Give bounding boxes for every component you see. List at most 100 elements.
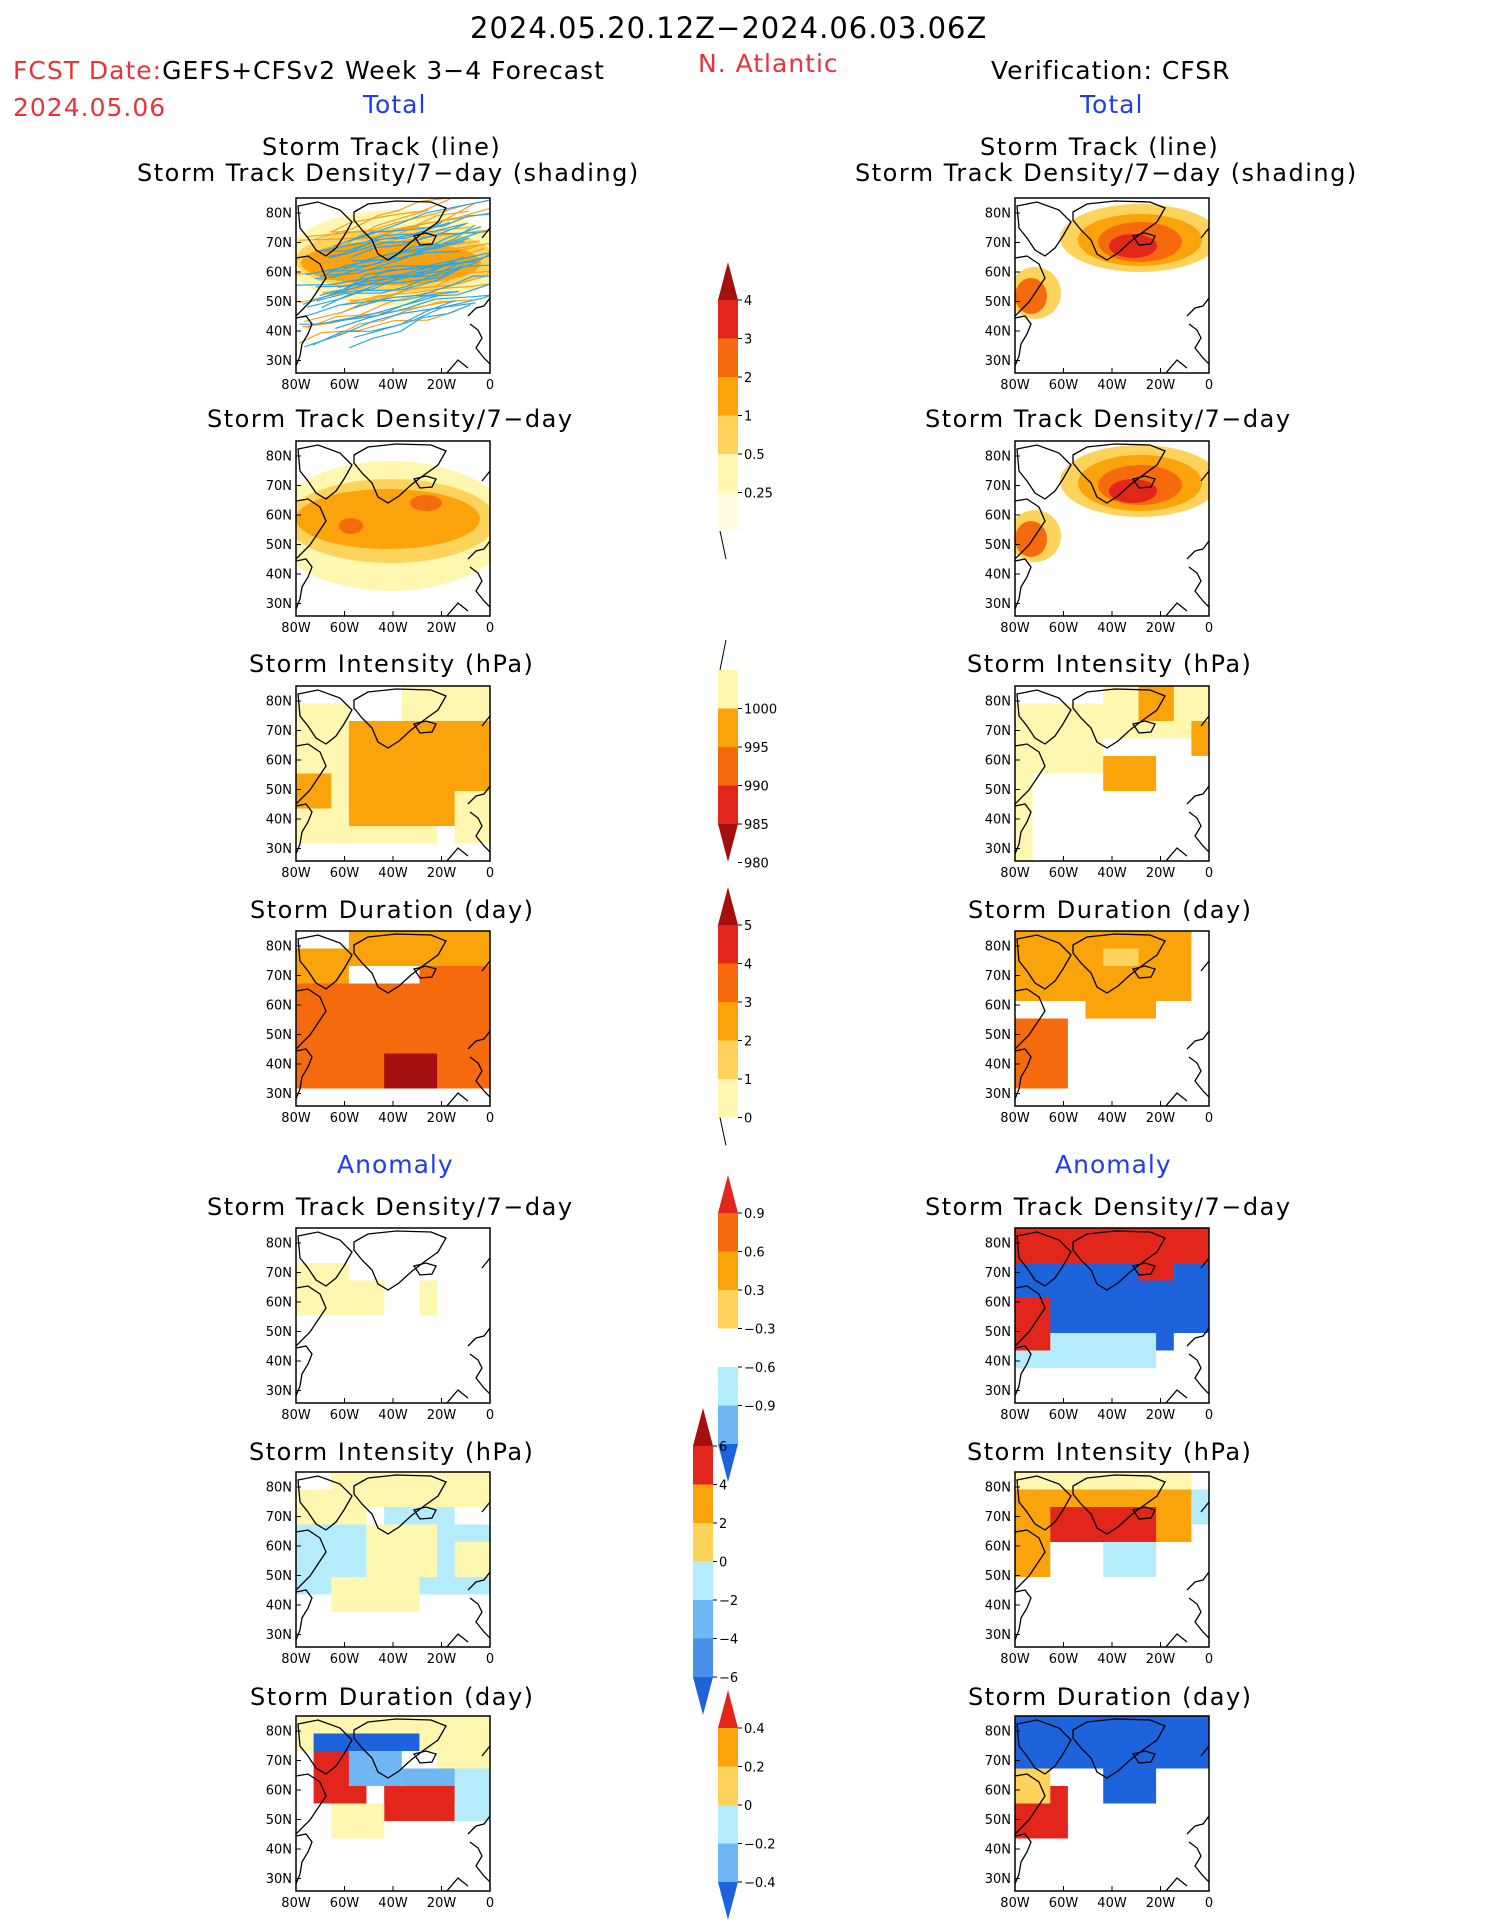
map-content xyxy=(1015,931,1209,1106)
coastline xyxy=(481,1501,490,1513)
lon-tick-label: 80W xyxy=(281,1111,311,1126)
lon-tick-label: 20W xyxy=(1146,1111,1176,1126)
lon-tick-label: 20W xyxy=(427,1408,457,1423)
colorbar-top-triangle xyxy=(693,1408,713,1446)
lat-tick-label: 80N xyxy=(985,695,1011,710)
colorbar-segment xyxy=(718,1728,738,1767)
shade-blob xyxy=(339,518,363,534)
colorbar-svg: 6 4 2 0 −2 −4 −6 xyxy=(693,1408,738,1715)
storm-track-line xyxy=(314,250,461,280)
lon-tick-label: 40W xyxy=(1097,621,1127,636)
coastline xyxy=(1016,444,1072,500)
colorbar-label: −2 xyxy=(719,1594,738,1609)
lat-tick-label: 70N xyxy=(985,724,1011,739)
storm-track-line xyxy=(318,221,451,253)
lon-tick-label: 20W xyxy=(427,1896,457,1911)
lat-tick-label: 50N xyxy=(985,1325,1011,1340)
coastline xyxy=(412,965,437,979)
coastline xyxy=(481,1745,490,1757)
lat-tick-label: 80N xyxy=(985,1725,1011,1740)
coastline xyxy=(353,933,447,994)
storm-track-line xyxy=(353,221,490,257)
map-svg: 80N 70N 60N 50N 40N 30N 80W 60W 40W 20W 0 xyxy=(985,1471,1213,1667)
coastline xyxy=(1016,1475,1072,1531)
colorbar-segment xyxy=(718,1040,738,1079)
colorbar-label: 0 xyxy=(744,1799,752,1814)
lat-tick-label: 40N xyxy=(266,325,292,340)
coastline xyxy=(469,1841,490,1883)
coastline xyxy=(296,743,327,805)
shade-cell xyxy=(1015,1298,1051,1351)
coastline xyxy=(446,602,469,616)
lon-tick-label: 0 xyxy=(486,1111,494,1126)
shade-cell xyxy=(419,966,490,984)
lon-tick-label: 80W xyxy=(1000,378,1030,393)
coastline xyxy=(467,1030,490,1050)
coastline xyxy=(1188,566,1209,608)
map-left-duration: 80N 70N 60N 50N 40N 30N 80W 60W 40W 20W 0 xyxy=(266,930,494,1126)
coastline xyxy=(1072,443,1166,504)
lon-tick-label: 60W xyxy=(330,1408,360,1423)
colorbar-label: 1 xyxy=(744,1073,752,1088)
map-svg: 80N 70N 60N 50N 40N 30N 80W 60W 40W 20W 0 xyxy=(266,930,494,1126)
lon-tick-label: 20W xyxy=(427,1111,457,1126)
lon-tick-label: 80W xyxy=(281,1652,311,1667)
coastline xyxy=(1188,323,1209,365)
map-svg: 80N 70N 60N 50N 40N 30N 80W 60W 40W 20W 0 xyxy=(266,1471,494,1667)
lat-tick-label: 60N xyxy=(985,1540,1011,1555)
lon-tick-label: 40W xyxy=(1097,378,1127,393)
colorbar-top-triangle xyxy=(718,262,738,300)
coastline xyxy=(297,934,353,990)
lon-tick-label: 0 xyxy=(486,1408,494,1423)
colorbar-label: 0 xyxy=(744,1112,752,1127)
coastline xyxy=(353,688,447,749)
coastline xyxy=(1072,1718,1166,1779)
coastline xyxy=(1165,847,1188,861)
coastline xyxy=(1072,933,1166,994)
lon-tick-label: 80W xyxy=(1000,866,1030,881)
lat-tick-label: 60N xyxy=(266,1296,292,1311)
storm-track-line xyxy=(341,207,490,253)
map-left-duration-anom: 80N 70N 60N 50N 40N 30N 80W 60W 40W 20W 0 xyxy=(266,1715,494,1911)
colorbar-segment xyxy=(718,1367,738,1406)
storm-track-line xyxy=(303,268,440,323)
lon-tick-label: 60W xyxy=(1049,1652,1079,1667)
map-right-duration-anom: 80N 70N 60N 50N 40N 30N 80W 60W 40W 20W 0 xyxy=(985,1715,1213,1911)
map-left-density-anom: 80N 70N 60N 50N 40N 30N 80W 60W 40W 20W 0 xyxy=(266,1227,494,1423)
lat-tick-label: 50N xyxy=(985,538,1011,553)
lat-tick-label: 50N xyxy=(266,783,292,798)
coastline xyxy=(1200,960,1209,972)
lon-tick-label: 0 xyxy=(1205,1896,1213,1911)
coastline xyxy=(1186,1571,1209,1591)
lat-tick-label: 70N xyxy=(266,969,292,984)
coastline xyxy=(1015,1285,1046,1347)
coastline xyxy=(469,1353,490,1395)
right-title-density: Storm Track Density/7−day xyxy=(925,405,1292,433)
coastline xyxy=(297,1231,353,1287)
coastline xyxy=(446,1877,469,1891)
colorbar-label: 980 xyxy=(744,857,769,872)
map-content xyxy=(1015,686,1209,861)
lon-tick-label: 20W xyxy=(427,621,457,636)
coastline xyxy=(297,201,353,257)
lat-tick-label: 40N xyxy=(985,1058,1011,1073)
lat-tick-label: 70N xyxy=(985,969,1011,984)
colorbar-label: 985 xyxy=(744,818,769,833)
coastline xyxy=(1186,785,1209,805)
map-svg: 80N 70N 60N 50N 40N 30N 80W 60W 40W 20W 0 xyxy=(985,1227,1213,1423)
coastline xyxy=(1131,965,1156,979)
coastline xyxy=(412,1262,437,1276)
coastline xyxy=(412,1750,437,1764)
map-svg: 80N 70N 60N 50N 40N 30N 80W 60W 40W 20W 0 xyxy=(266,1227,494,1423)
coastline xyxy=(296,558,313,610)
map-svg: 80N 70N 60N 50N 40N 30N 80W 60W 40W 20W 0 xyxy=(985,930,1213,1126)
colorbar-bottom-slash xyxy=(719,1117,727,1146)
right-title-intensity: Storm Intensity (hPa) xyxy=(967,650,1253,678)
lat-tick-label: 50N xyxy=(985,1028,1011,1043)
lat-tick-label: 60N xyxy=(266,1784,292,1799)
lon-tick-label: 80W xyxy=(281,1896,311,1911)
lon-tick-label: 40W xyxy=(1097,1896,1127,1911)
shade-cell xyxy=(348,1280,385,1316)
coastline xyxy=(1131,232,1156,246)
lon-tick-label: 20W xyxy=(427,1652,457,1667)
